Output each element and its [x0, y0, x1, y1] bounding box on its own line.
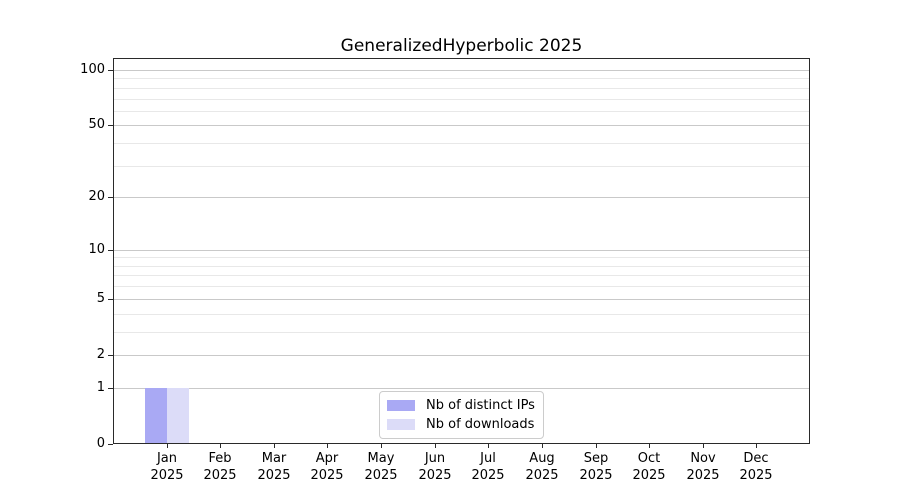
y-tick-mark — [108, 125, 113, 126]
x-tick-year: 2025 — [686, 468, 720, 483]
x-tick-label: Sep 2025 — [564, 450, 628, 484]
x-tick-mark — [381, 444, 382, 448]
x-tick-month: Feb — [208, 451, 232, 466]
gridline-major — [114, 387, 809, 389]
y-tick-mark — [108, 355, 113, 356]
x-tick-mark — [542, 444, 543, 448]
x-tick-year: 2025 — [525, 468, 559, 483]
y-tick-mark — [108, 250, 113, 251]
x-tick-label: Jan 2025 — [135, 450, 199, 484]
legend: Nb of distinct IPs Nb of downloads — [379, 391, 544, 439]
legend-label: Nb of distinct IPs — [426, 398, 535, 413]
gridline-minor — [114, 313, 809, 315]
x-tick-month: Dec — [743, 451, 769, 466]
y-tick-mark — [108, 388, 113, 389]
gridline-minor — [114, 78, 809, 80]
x-tick-month: Aug — [529, 451, 555, 466]
x-tick-label: May 2025 — [349, 450, 413, 484]
gridline-major — [114, 125, 809, 127]
gridline-major — [114, 298, 809, 300]
gridline-minor — [114, 257, 809, 259]
y-tick-label: 20 — [88, 189, 105, 204]
x-tick-label: Apr 2025 — [295, 450, 359, 484]
x-tick-year: 2025 — [418, 468, 452, 483]
y-tick-label: 1 — [96, 380, 105, 395]
gridline-minor — [114, 331, 809, 333]
legend-swatch — [387, 400, 415, 411]
y-tick-label: 2 — [96, 347, 105, 362]
chart-title: GeneralizedHyperbolic 2025 — [340, 36, 583, 56]
y-tick-label: 0 — [96, 436, 105, 451]
x-tick-year: 2025 — [471, 468, 505, 483]
x-tick-year: 2025 — [739, 468, 773, 483]
gridline-minor — [114, 87, 809, 89]
x-tick-month: Apr — [315, 451, 339, 466]
x-tick-year: 2025 — [310, 468, 344, 483]
legend-item: Nb of distinct IPs — [387, 397, 535, 414]
gridline-minor — [114, 110, 809, 112]
y-tick-label: 10 — [88, 242, 105, 257]
gridline-minor — [114, 143, 809, 144]
gridline-minor — [114, 286, 809, 288]
x-tick-mark — [596, 444, 597, 448]
y-tick-mark — [108, 197, 113, 198]
gridline-minor — [114, 165, 809, 167]
x-tick-month: Jun — [424, 451, 446, 466]
x-tick-label: Nov 2025 — [671, 450, 735, 484]
x-tick-year: 2025 — [150, 468, 184, 483]
x-tick-mark — [756, 444, 757, 448]
x-tick-label: Mar 2025 — [242, 450, 306, 484]
y-tick-label: 5 — [96, 291, 105, 306]
y-tick-mark — [108, 70, 113, 71]
x-tick-year: 2025 — [579, 468, 613, 483]
gridline-major — [114, 355, 809, 356]
x-tick-year: 2025 — [364, 468, 398, 483]
x-tick-label: Aug 2025 — [510, 450, 574, 484]
x-tick-mark — [649, 444, 650, 448]
y-tick-mark — [108, 299, 113, 300]
legend-swatch — [387, 419, 415, 430]
x-tick-year: 2025 — [203, 468, 237, 483]
bar-nb-of-distinct-ips — [144, 387, 167, 444]
x-tick-year: 2025 — [632, 468, 666, 483]
x-tick-label: Oct 2025 — [617, 450, 681, 484]
gridline-minor — [114, 275, 809, 277]
y-tick-label: 50 — [88, 117, 105, 132]
gridline-major — [114, 249, 809, 251]
x-tick-mark — [274, 444, 275, 448]
gridline-major — [114, 69, 809, 71]
x-tick-label: Jul 2025 — [456, 450, 520, 484]
y-tick-mark — [108, 444, 113, 445]
bar-nb-of-downloads — [166, 387, 189, 444]
x-tick-month: Sep — [583, 451, 609, 466]
x-tick-month: Jul — [480, 451, 496, 466]
x-tick-month: Oct — [637, 451, 661, 466]
x-tick-month: Nov — [690, 451, 716, 466]
legend-item: Nb of downloads — [387, 416, 535, 433]
gridline-minor — [114, 98, 809, 100]
legend-label: Nb of downloads — [426, 417, 535, 432]
gridline-major — [114, 197, 809, 199]
x-tick-label: Feb 2025 — [188, 450, 252, 484]
gridline-minor — [114, 265, 809, 267]
x-tick-month: Jan — [156, 451, 178, 466]
x-tick-mark — [327, 444, 328, 448]
x-tick-mark — [488, 444, 489, 448]
y-tick-label: 100 — [80, 62, 105, 77]
x-tick-month: Mar — [261, 451, 287, 466]
x-tick-mark — [703, 444, 704, 448]
x-tick-year: 2025 — [257, 468, 291, 483]
x-tick-month: May — [367, 451, 395, 466]
x-tick-mark — [220, 444, 221, 448]
x-tick-mark — [435, 444, 436, 448]
x-tick-label: Jun 2025 — [403, 450, 467, 484]
x-tick-label: Dec 2025 — [724, 450, 788, 484]
x-tick-mark — [167, 444, 168, 448]
